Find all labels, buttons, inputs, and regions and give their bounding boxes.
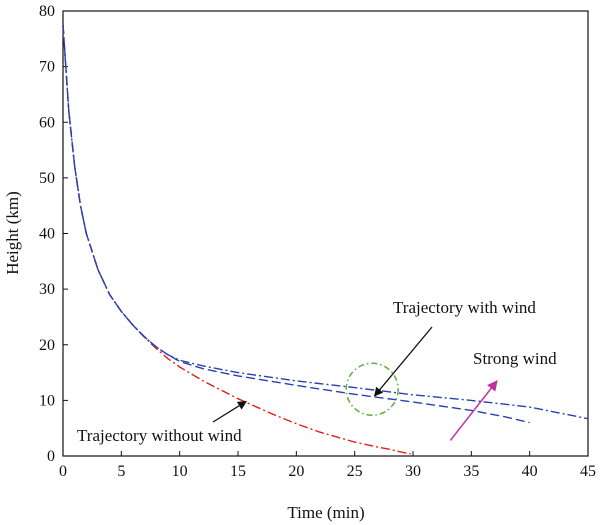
series-line-3 [62, 24, 589, 420]
y-tick-label: 40 [39, 226, 55, 243]
x-tick-label: 10 [172, 463, 188, 480]
y-tick-label: 30 [39, 281, 55, 298]
y-tick-label: 20 [39, 337, 55, 354]
x-tick-label: 45 [580, 463, 596, 480]
y-tick-label: 80 [39, 3, 55, 20]
x-tick-label: 20 [288, 463, 304, 480]
y-tick-label: 70 [39, 59, 55, 76]
y-tick-label: 60 [39, 114, 55, 131]
x-tick-label: 30 [405, 463, 421, 480]
x-tick-label: 40 [522, 463, 538, 480]
x-tick-label: 35 [463, 463, 479, 480]
highlight-circle [345, 362, 399, 416]
annotation-strong-wind: Strong wind [473, 349, 557, 368]
x-tick-label: 0 [59, 463, 67, 480]
y-axis-title: Height (km) [3, 191, 22, 275]
annotation-trajectory-with-wind: Trajectory with wind [393, 298, 536, 317]
annotation-trajectory-without-wind: Trajectory without wind [77, 426, 242, 445]
x-axis-title: Time (min) [287, 503, 364, 522]
x-tick-label: 15 [230, 463, 246, 480]
arrow-trajectory-with-wind [373, 326, 433, 397]
y-tick-label: 50 [39, 170, 55, 187]
arrow-trajectory-without-wind [212, 400, 247, 423]
y-tick-label: 0 [47, 448, 55, 465]
series-line-2 [62, 24, 530, 424]
y-tick-label: 10 [39, 392, 55, 409]
arrow-strong-wind [449, 380, 498, 441]
x-tick-label: 5 [117, 463, 125, 480]
x-tick-label: 25 [347, 463, 363, 480]
series-line-1 [62, 24, 411, 455]
